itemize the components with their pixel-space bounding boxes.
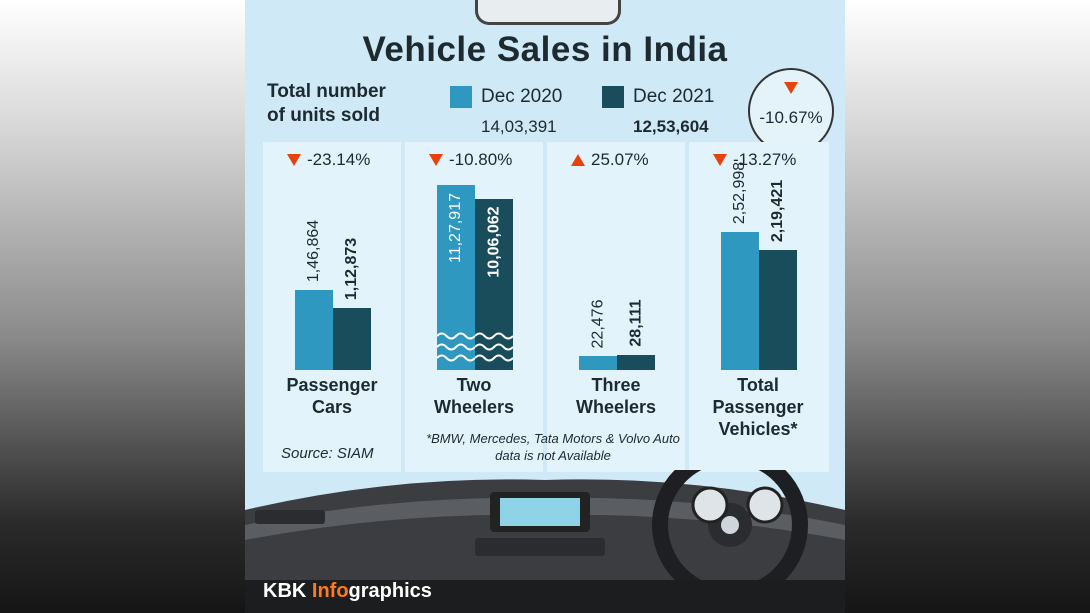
total-2021: 12,53,604 xyxy=(633,117,709,136)
bar-value-label: 22,476 xyxy=(588,299,606,348)
footnote: *BMW, Mercedes, Tata Motors & Volvo Auto… xyxy=(403,430,703,464)
bar-value-label: 28,111 xyxy=(627,299,645,347)
category-label: Two Wheelers xyxy=(433,375,515,417)
bar-chart: -23.14% 1,46,864 1,12,873 Passenger Cars -10.… xyxy=(245,0,845,613)
bar xyxy=(721,232,759,370)
change-label: 25.07% xyxy=(591,150,649,169)
overall-change-value: -10.67% xyxy=(759,108,823,127)
bar xyxy=(295,289,333,370)
source-note: Source: SIAM xyxy=(281,445,374,462)
bar-value-label: 1,12,873 xyxy=(343,238,361,301)
units-sold-label-line2: of units sold xyxy=(267,105,380,126)
bar-value-label: 2,19,421 xyxy=(769,180,787,243)
bar xyxy=(333,308,371,370)
brand-plain: KBK xyxy=(263,580,312,602)
legend-swatch-2021 xyxy=(602,86,624,108)
down-arrow-icon xyxy=(713,154,727,166)
infographic-card: Vehicle Sales in India Total number of u… xyxy=(245,0,845,613)
bar xyxy=(759,250,797,370)
down-arrow-icon xyxy=(429,154,443,166)
change-label: -10.80% xyxy=(449,150,513,169)
category-label: Three Wheelers xyxy=(575,375,657,417)
total-2020: 14,03,391 xyxy=(481,117,557,136)
units-sold-label: Total number of units sold xyxy=(267,80,386,128)
bar xyxy=(579,356,617,370)
category-label: Passenger Cars xyxy=(286,375,378,417)
legend-label-2020: Dec 2020 xyxy=(481,86,563,107)
legend-swatch-2020 xyxy=(450,86,472,108)
brand-tail: graphics xyxy=(348,580,432,602)
down-arrow-icon xyxy=(784,82,798,94)
change-label: -13.27% xyxy=(733,150,797,169)
brand-logo: KBK Infographics xyxy=(263,580,432,603)
bar-value-label: 2,52,998 xyxy=(731,161,749,225)
up-arrow-icon xyxy=(571,154,585,166)
bar-value-label: 11,27,917 xyxy=(447,193,464,263)
overall-change-circle: -10.67% xyxy=(748,68,834,154)
axis-break-waves xyxy=(437,332,475,362)
bar-value-label: 10,06,062 xyxy=(485,206,503,278)
car-dashboard-illustration xyxy=(245,470,845,613)
bar xyxy=(617,354,655,370)
down-arrow-icon xyxy=(287,154,301,166)
bar-value-label: 1,46,864 xyxy=(305,219,323,283)
bar xyxy=(475,198,513,370)
axis-break-waves xyxy=(475,332,513,362)
footnote-line2: data is not Available xyxy=(495,448,611,463)
panel-three-wheelers xyxy=(547,142,685,472)
chart-title: Vehicle Sales in India xyxy=(362,30,728,69)
rearview-mirror xyxy=(475,0,621,25)
change-label: -23.14% xyxy=(307,150,371,169)
units-sold-label-line1: Total number xyxy=(267,81,386,102)
footnote-line1: *BMW, Mercedes, Tata Motors & Volvo Auto xyxy=(426,431,680,446)
brand-accent: Info xyxy=(311,580,349,602)
category-label: Total Passenger Vehicles* xyxy=(712,375,804,439)
legend-label-2021: Dec 2021 xyxy=(633,86,715,107)
